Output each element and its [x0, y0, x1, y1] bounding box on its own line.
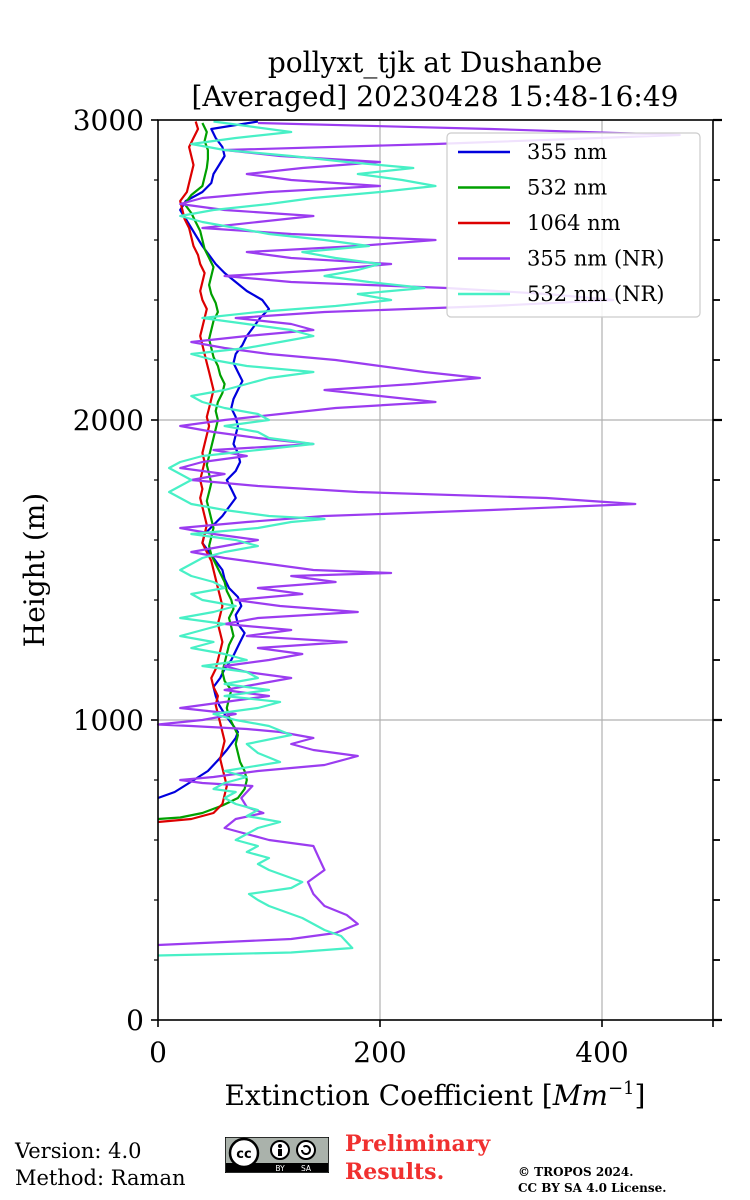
legend-label-2: 1064 nm [527, 211, 621, 235]
x-axis-label: Extinction Coefficient [Mm−1] [225, 1078, 646, 1112]
cc-logo-icon [228, 1137, 260, 1169]
series-line-3 [156, 121, 681, 947]
y-tick-label: 1000 [73, 704, 144, 737]
cc-by-text: BY [275, 1164, 285, 1173]
x-axis-label-exponent: −1 [608, 1078, 635, 1099]
by-icon-head [278, 1144, 282, 1148]
by-icon-body [278, 1149, 282, 1156]
legend-label-0: 355 nm [527, 140, 607, 164]
x-tick-label: 400 [575, 1036, 628, 1069]
series-line-4 [157, 120, 437, 957]
sa-share-alike-icon [296, 1140, 316, 1160]
preliminary-line-2: Results. [345, 1159, 445, 1185]
footer-info: Version: 4.0 Method: Raman [15, 1138, 186, 1192]
y-tick-label: 3000 [73, 104, 144, 137]
method-text: Method: Raman [15, 1166, 186, 1190]
x-tick-label: 0 [149, 1036, 167, 1069]
cc-license-badge: cc BY SA [225, 1137, 329, 1173]
copyright-notice: © TROPOS 2024. CC BY SA 4.0 License. [518, 1164, 666, 1196]
cc-badge-bar [226, 1163, 328, 1172]
copyright-line-2: CC BY SA 4.0 License. [518, 1181, 667, 1195]
copyright-line-1: © TROPOS 2024. [518, 1165, 634, 1179]
sa-icon-arrow [300, 1145, 311, 1156]
y-axis-label: Height (m) [18, 493, 51, 647]
legend: 355 nm 532 nm 1064 nm 355 nm (NR) 532 nm (NR… [446, 132, 701, 318]
chart-title-line-1: pollyxt_tjk at Dushanbe [268, 46, 602, 79]
version-text: Version: 4.0 [15, 1139, 142, 1163]
axis-ticks: 0 200 400 0 1000 2000 3000 [73, 104, 722, 1069]
chart: pollyxt_tjk at Dushanbe [Averaged] 20230… [18, 46, 722, 1112]
x-axis-label-text: Extinction Coefficient [ [225, 1079, 553, 1112]
preliminary-results-note: Preliminary Results. [345, 1130, 490, 1186]
y-tick-label: 0 [126, 1004, 144, 1037]
legend-label-1: 532 nm [527, 176, 607, 200]
y-tick-label: 2000 [73, 404, 144, 437]
x-axis-label-unit: Mm [552, 1079, 608, 1112]
series-lines [156, 120, 681, 957]
cc-logo-text: cc [236, 1147, 251, 1162]
legend-box [446, 132, 701, 318]
legend-label-4: 532 nm (NR) [527, 282, 664, 306]
legend-label-3: 355 nm (NR) [527, 247, 664, 271]
cc-sa-text: SA [301, 1164, 312, 1173]
x-axis-label-close: ] [635, 1079, 646, 1112]
x-tick-label: 200 [353, 1036, 406, 1069]
chart-title-line-2: [Averaged] 20230428 15:48-16:49 [192, 80, 679, 113]
preliminary-line-1: Preliminary [345, 1131, 491, 1157]
plot-frame [157, 119, 714, 1021]
